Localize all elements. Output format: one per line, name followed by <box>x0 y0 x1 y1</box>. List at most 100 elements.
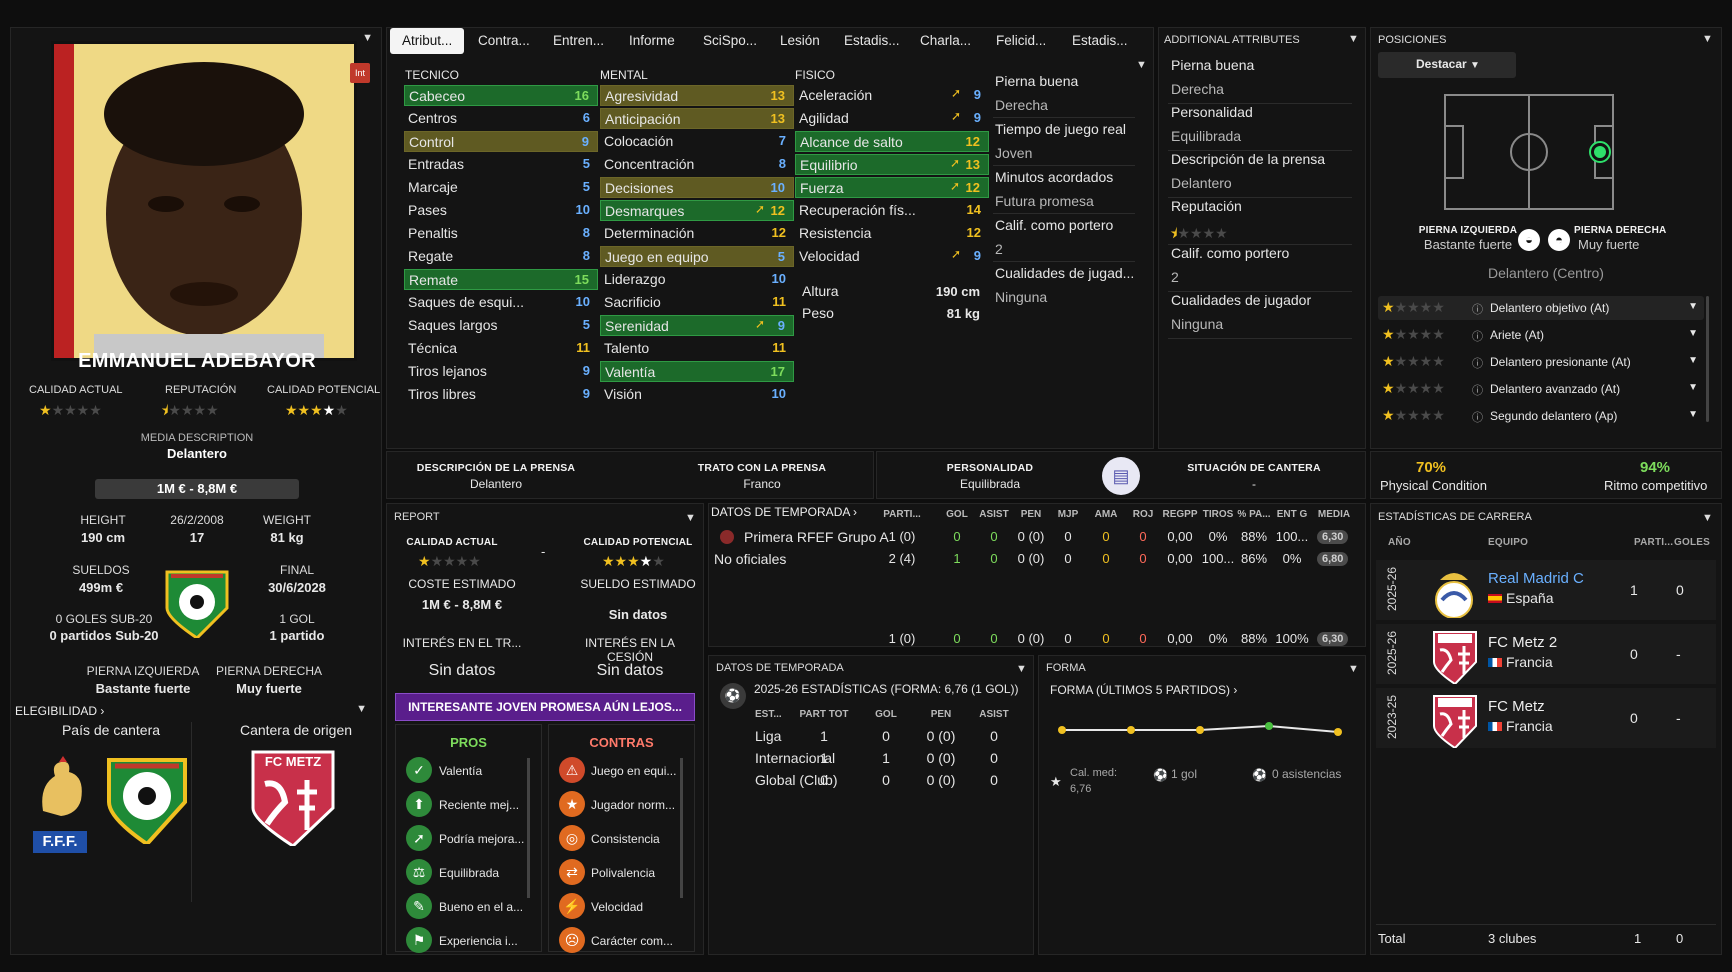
chevron-down-icon[interactable]: ▼ <box>1348 33 1359 45</box>
tab-1[interactable]: Contra... <box>478 33 530 48</box>
tab-8[interactable]: Felicid... <box>996 33 1047 48</box>
chevron-down-icon[interactable]: ▼ <box>1016 663 1027 675</box>
season-header: PEN <box>1020 509 1042 520</box>
competition-name[interactable]: No oficiales <box>714 551 787 567</box>
tab-0[interactable]: Atribut... <box>390 28 465 54</box>
info-item: Futura promesa <box>995 193 1094 209</box>
scrollbar[interactable] <box>527 758 530 898</box>
media-description-value: Delantero <box>167 446 227 461</box>
rating-badge: 6,30 <box>1317 632 1349 646</box>
chevron-down-icon[interactable]: ▼ <box>1702 512 1713 524</box>
role-row[interactable]: ★★★★★ ⓘ Ariete (At) ▼ <box>1378 323 1704 347</box>
positions-title: POSICIONES <box>1378 34 1447 46</box>
star-icon: ⯨ <box>1170 224 1178 241</box>
tab-4[interactable]: SciSpo... <box>703 33 758 48</box>
club-name[interactable]: FC Metz 2 <box>1488 634 1558 651</box>
career-row[interactable]: 2025-26 FC Metz 2 Francia 0 - <box>1376 624 1716 686</box>
mental-title: MENTAL <box>600 68 648 82</box>
tab-6[interactable]: Estadis... <box>844 33 900 48</box>
small-cell: 0 <box>820 772 828 788</box>
role-row[interactable]: ★★★★★ ⓘ Delantero avanzado (At) ▼ <box>1378 377 1704 401</box>
fc-metz-crest: FC METZ <box>251 750 335 846</box>
role-row[interactable]: ★★★★★ ⓘ Delantero objetivo (At) ▼ <box>1378 296 1704 320</box>
small-cell: 0 (0) <box>926 750 956 766</box>
role-stars: ★★★★★ <box>1382 353 1445 369</box>
personality-value: Equilibrada <box>959 477 1021 491</box>
tab-5[interactable]: Lesión <box>780 33 820 48</box>
form-point[interactable] <box>1058 726 1066 734</box>
attribute-row: Entradas 5 <box>404 154 598 175</box>
attribute-name: Resistencia <box>799 225 872 241</box>
report-dash: - <box>541 544 546 559</box>
tab-2[interactable]: Entren... <box>553 33 605 48</box>
age-value: 17 <box>189 530 205 545</box>
u20-matches: 0 partidos Sub-20 <box>49 628 159 643</box>
attribute-value: 8 <box>582 248 590 263</box>
chevron-down-icon[interactable]: ▼ <box>1688 382 1698 393</box>
chevron-down-icon[interactable]: ▼ <box>1688 328 1698 339</box>
chevron-down-icon[interactable]: ▼ <box>1348 663 1359 675</box>
con-icon: ⚡ <box>559 893 585 919</box>
chevron-down-icon[interactable]: ▼ <box>1688 409 1698 420</box>
season-stats-title[interactable]: DATOS DE TEMPORADA › <box>711 505 858 519</box>
small-row-name: Global (Club) <box>755 772 838 788</box>
attribute-name: Penaltis <box>408 225 458 241</box>
additional-item: Derecha <box>1171 80 1224 97</box>
role-row[interactable]: ★★★★★ ⓘ Delantero presionante (At) ▼ <box>1378 350 1704 374</box>
career-row[interactable]: 2023-25 FC Metz Francia 0 - <box>1376 688 1716 750</box>
pro-item: Podría mejora... <box>439 832 525 846</box>
attribute-value: 13 <box>770 111 785 126</box>
press-handling-value: Franco <box>743 477 781 491</box>
role-name: Segundo delantero (Ap) <box>1490 409 1618 423</box>
left-foot-label: PIERNA IZQUIERDA <box>1418 225 1518 236</box>
attribute-row: Visión 10 <box>600 384 794 405</box>
report-banner[interactable]: INTERESANTE JOVEN PROMESA AÚN LEJOS... <box>395 693 695 721</box>
report-doc-icon[interactable]: ▤ <box>1102 457 1140 495</box>
club-name[interactable]: Real Madrid C <box>1488 570 1584 587</box>
chevron-down-icon[interactable]: ▼ <box>1702 33 1713 45</box>
trend-up-icon: ➚ <box>949 179 960 193</box>
role-row[interactable]: ★★★★★ ⓘ Segundo delantero (Ap) ▼ <box>1378 404 1704 428</box>
attribute-value: 14 <box>966 202 981 217</box>
attribute-value: 9 <box>973 110 981 125</box>
attribute-row: Fuerza ➚ 12 <box>795 177 989 198</box>
chevron-down-icon[interactable]: ▼ <box>1688 301 1698 312</box>
tab-3[interactable]: Informe <box>629 33 675 48</box>
scrollbar[interactable] <box>680 758 683 898</box>
attribute-name: Liderazgo <box>604 271 666 287</box>
form-subtitle[interactable]: FORMA (ÚLTIMOS 5 PARTIDOS) › <box>1050 683 1238 697</box>
club-name[interactable]: FC Metz <box>1488 698 1545 715</box>
club-country: Francia <box>1506 718 1553 734</box>
tab-7[interactable]: Charla... <box>920 33 972 48</box>
chevron-down-icon[interactable]: ▼ <box>362 32 373 44</box>
career-row[interactable]: 2025-26 Real Madrid C España 1 0 <box>1376 560 1716 620</box>
chevron-down-icon[interactable]: ▼ <box>685 512 696 524</box>
eligibility-link[interactable]: ELEGIBILIDAD › <box>15 704 105 718</box>
competition-name[interactable]: Primera RFEF Grupo A <box>744 529 889 545</box>
form-point[interactable] <box>1334 728 1342 736</box>
academy-label: Cantera de origen <box>239 722 353 738</box>
highlight-dropdown[interactable]: Destacar ▼ <box>1378 52 1516 78</box>
con-item: Polivalencia <box>591 866 656 880</box>
attribute-row: Control 9 <box>404 131 598 152</box>
pro-item: Experiencia i... <box>439 934 518 948</box>
form-point[interactable] <box>1196 726 1204 734</box>
chevron-down-icon[interactable]: ▼ <box>356 703 367 715</box>
scrollbar[interactable] <box>1706 296 1709 422</box>
attribute-value: 12 <box>966 225 981 240</box>
small-header: PEN <box>930 709 952 720</box>
attribute-name: Agilidad <box>799 110 849 126</box>
season-total-cell: 0 <box>1139 631 1147 646</box>
altura-label: Altura <box>802 283 839 299</box>
form-point[interactable] <box>1127 726 1135 734</box>
chevron-down-icon[interactable]: ▼ <box>1136 59 1147 71</box>
form-point[interactable] <box>1265 722 1273 730</box>
chevron-down-icon[interactable]: ▼ <box>1688 355 1698 366</box>
reputation-stars: ⯨★★★★ <box>161 402 219 418</box>
divider <box>993 165 1135 166</box>
season-cell: 0 <box>953 529 961 544</box>
tab-9[interactable]: Estadis... <box>1072 33 1128 48</box>
small-cell: 1 <box>820 728 828 744</box>
attribute-name: Control <box>409 134 455 150</box>
nation-crest-icon <box>163 568 231 643</box>
